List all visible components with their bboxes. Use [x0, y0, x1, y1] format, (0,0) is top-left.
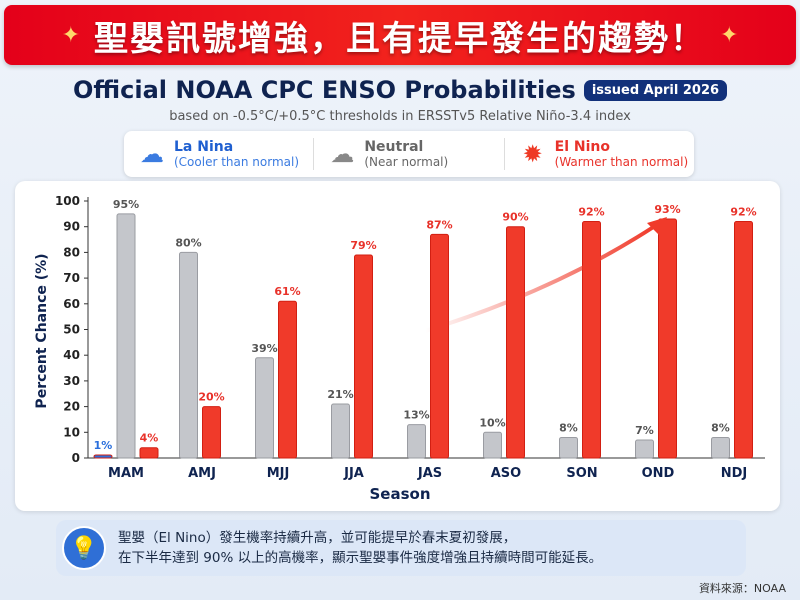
headline: 聖嬰訊號增強，且有提早發生的趨勢！	[94, 18, 706, 59]
data-label: 8%	[559, 421, 578, 434]
bar-neutral	[255, 357, 274, 459]
data-label: 21%	[327, 388, 353, 401]
bar-la-nina	[93, 454, 113, 459]
bar-el-nino	[202, 406, 221, 459]
bar-el-nino	[658, 218, 677, 459]
data-label: 87%	[426, 218, 452, 231]
y-tick-label: 100	[55, 194, 80, 208]
data-label: 61%	[274, 285, 300, 298]
chart-title: Official NOAA CPC ENSO Probabilities	[72, 76, 576, 104]
data-label: 95%	[113, 198, 139, 211]
x-axis-label: Season	[369, 485, 430, 503]
data-label: 13%	[403, 409, 429, 422]
y-tick-label: 80	[63, 245, 80, 259]
sparkle-icon: ✦	[720, 22, 739, 48]
data-label: 80%	[175, 236, 201, 249]
x-tick-label: ASO	[491, 466, 521, 481]
sun-icon: ✹	[522, 140, 543, 168]
legend-la-nina: ☁ La Nina (Cooler than normal)	[124, 138, 313, 170]
data-label: 20%	[198, 391, 224, 404]
y-tick-label: 50	[63, 323, 80, 337]
bar-el-nino	[354, 254, 373, 459]
data-label: 93%	[654, 203, 680, 216]
data-label: 8%	[711, 421, 730, 434]
source-credit: 資料來源：NOAA	[698, 582, 786, 595]
y-tick-label: 10	[63, 425, 80, 439]
bar-neutral	[331, 403, 350, 459]
data-label: 90%	[502, 211, 528, 224]
chart-card: 0 10 20 30 40 50 60 70 80 90 100 MAM 1% 95% 4% AMJ 80% 20…	[15, 181, 780, 511]
data-label: 4%	[140, 432, 159, 445]
legend: ☁ La Nina (Cooler than normal) ☁ Neutral(…	[124, 131, 694, 177]
bar-neutral	[407, 424, 426, 459]
data-label: 92%	[730, 206, 756, 219]
data-label: 79%	[350, 239, 376, 252]
bar-neutral	[559, 436, 578, 459]
legend-label: La Nina	[174, 139, 234, 155]
bar-el-nino	[278, 300, 297, 459]
note-line: 聖嬰（El Nino）發生機率持續升高，並可能提早於春末夏初發展，	[118, 530, 517, 546]
bar-neutral	[116, 213, 136, 459]
fog-cloud-icon: ☁	[330, 140, 355, 168]
y-tick-label: 30	[63, 374, 80, 388]
bar-el-nino	[430, 233, 449, 459]
bar-el-nino	[734, 221, 753, 459]
bar-neutral	[483, 431, 502, 459]
data-label: 10%	[479, 416, 505, 429]
trend-arrow-head	[647, 217, 667, 236]
legend-neutral: ☁ Neutral (Near normal)	[313, 138, 503, 170]
legend-label: El Nino	[554, 139, 610, 155]
issued-badge: issued April 2026	[583, 79, 728, 101]
bar-chart: 0 10 20 30 40 50 60 70 80 90 100 MAM 1% 95% 4% AMJ 80% 20…	[34, 194, 765, 503]
x-tick-label: JAS	[417, 466, 442, 481]
x-tick-label: OND	[642, 466, 675, 481]
bar-el-nino	[139, 447, 159, 459]
bar-el-nino	[582, 221, 601, 459]
lightbulb-icon: 💡	[62, 526, 106, 570]
y-tick-label: 90	[63, 220, 80, 234]
headline-banner: ✦ 聖嬰訊號增強，且有提早發生的趨勢！ ✦	[4, 5, 796, 65]
x-tick-label: SON	[566, 466, 597, 481]
x-tick-label: AMJ	[188, 466, 216, 481]
legend-desc: (Warmer than normal)	[554, 155, 689, 169]
sparkle-icon: ✦	[61, 22, 80, 48]
data-label: 92%	[578, 206, 604, 219]
y-tick-label: 40	[63, 348, 80, 362]
note-line: 在下半年達到 90% 以上的高機率，顯示聖嬰事件強度增強且持續時間可能延長。	[118, 550, 603, 566]
bar-neutral	[635, 439, 654, 459]
rain-cloud-icon: ☁	[140, 140, 164, 168]
y-axis-label: Percent Chance (%)	[34, 253, 50, 408]
legend-desc: (Cooler than normal)	[174, 155, 300, 169]
x-tick-label: MJJ	[267, 466, 290, 481]
y-tick-label: 60	[63, 297, 80, 311]
y-tick-label: 70	[63, 271, 80, 285]
data-label: 1%	[94, 439, 113, 452]
bar-neutral	[179, 251, 198, 459]
y-tick-label: 20	[63, 400, 80, 414]
trend-arrow	[424, 224, 657, 333]
legend-el-nino: ✹ El Nino (Warmer than normal)	[503, 138, 694, 170]
x-tick-label: MAM	[108, 466, 144, 481]
x-tick-label: JJA	[343, 466, 364, 481]
legend-desc: (Near normal)	[364, 155, 449, 169]
x-tick-label: NDJ	[721, 466, 748, 481]
data-label: 39%	[251, 342, 277, 355]
y-tick-label: 0	[72, 451, 80, 465]
bar-neutral	[711, 436, 730, 459]
info-note: 💡 聖嬰（El Nino）發生機率持續升高，並可能提早於春末夏初發展， 在下半年…	[56, 520, 746, 576]
bar-el-nino	[506, 226, 525, 459]
legend-label: Neutral	[364, 139, 424, 155]
chart-subtitle: based on -0.5°C/+0.5°C thresholds in ERS…	[169, 109, 631, 124]
data-label: 7%	[635, 424, 654, 437]
